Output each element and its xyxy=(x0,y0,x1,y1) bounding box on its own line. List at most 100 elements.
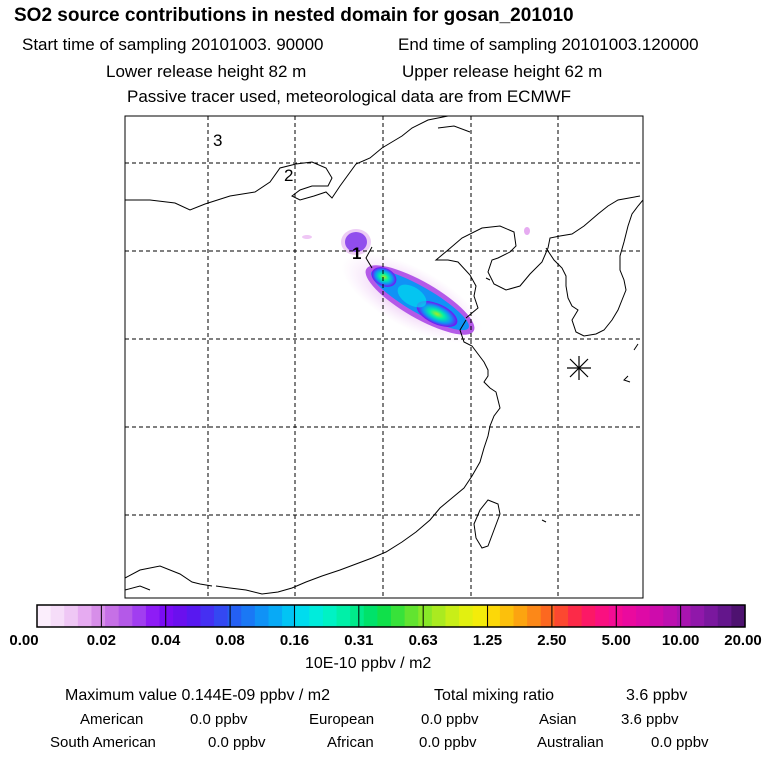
colorbar-cell xyxy=(186,605,201,627)
plume-bridge xyxy=(397,284,427,308)
colorbar-cell xyxy=(622,605,637,627)
colorbar-cell xyxy=(132,605,147,627)
colorbar-cell xyxy=(486,605,501,627)
colorbar-cell xyxy=(322,605,338,627)
plume-core-east xyxy=(416,301,458,327)
colorbar-cell xyxy=(704,605,719,627)
colorbar-tick-label: 0.04 xyxy=(151,632,181,649)
colorbar-tick-label: 0.16 xyxy=(279,632,310,649)
grid-lines xyxy=(125,116,643,598)
colorbar-cell xyxy=(636,605,651,627)
colorbar-cell xyxy=(568,605,583,627)
colorbar-cell xyxy=(404,605,419,627)
domain-label-1: 1 xyxy=(352,244,361,263)
australian-value: 0.0 ppbv xyxy=(651,734,709,751)
plume-core-west xyxy=(371,267,397,287)
colorbar-cell xyxy=(214,605,229,627)
total-mixing-ratio-value: 3.6 ppbv xyxy=(626,687,688,704)
maximum-value-label: Maximum value 0.144E-09 ppbv / m2 xyxy=(65,687,331,704)
colorbar-tick-label: 10.00 xyxy=(661,632,700,649)
colorbar-tick-label: 5.00 xyxy=(601,632,631,649)
european-value: 0.0 ppbv xyxy=(421,711,479,728)
receptor-star-icon xyxy=(567,356,591,380)
african-value: 0.0 ppbv xyxy=(419,734,477,751)
colorbar-frame xyxy=(36,604,746,628)
colorbar-cell xyxy=(159,605,174,627)
colorbar-cell xyxy=(241,605,256,627)
colorbar-cell xyxy=(418,605,433,627)
asian-value: 3.6 ppbv xyxy=(621,711,679,728)
plume-spot-west xyxy=(302,235,312,239)
tracer-info-label: Passive tracer used, meteorological data… xyxy=(127,87,572,106)
colorbar-tick-label: 0.02 xyxy=(86,632,116,649)
colorbar-tick-label: 0.31 xyxy=(344,632,374,649)
asian-label: Asian xyxy=(539,711,577,728)
colorbar-cell xyxy=(50,605,65,627)
colorbar-cell xyxy=(676,605,692,627)
colorbar-cell xyxy=(173,605,188,627)
colorbar-cell xyxy=(254,605,270,627)
plume-blob-north xyxy=(345,232,367,252)
colorbar-cell xyxy=(649,605,664,627)
colorbar-cell xyxy=(363,605,378,627)
colorbar-units: 10E-10 ppbv / m2 xyxy=(305,655,432,672)
australian-label: Australian xyxy=(537,734,604,751)
colorbar-tick-label: 0.63 xyxy=(408,632,438,649)
colorbar-cell xyxy=(690,605,705,627)
plume-spot-east xyxy=(524,227,530,235)
total-mixing-ratio-label: Total mixing ratio xyxy=(434,687,555,704)
american-value: 0.0 ppbv xyxy=(190,711,248,728)
upper-release-height-label: Upper release height 62 m xyxy=(402,62,603,81)
colorbar-cell xyxy=(513,605,528,627)
lower-release-height-label: Lower release height 82 m xyxy=(106,62,307,81)
south-american-label: South American xyxy=(50,734,156,751)
colorbar-cell xyxy=(336,605,351,627)
colorbar-cell xyxy=(377,605,392,627)
colorbar-cell xyxy=(581,605,596,627)
colorbar-cell xyxy=(445,605,460,627)
sampling-start-label: Start time of sampling 20101003. 90000 xyxy=(22,35,324,54)
colorbar-cell xyxy=(145,605,161,627)
colorbar-cell xyxy=(527,605,542,627)
domain-label-3: 3 xyxy=(213,131,222,150)
colorbar-cell xyxy=(37,605,52,627)
colorbar-cell xyxy=(731,605,746,627)
colorbar-cell xyxy=(595,605,610,627)
colorbar-cell xyxy=(105,605,120,627)
colorbar-cell xyxy=(459,605,474,627)
colorbar-tick-label: 2.50 xyxy=(537,632,567,649)
domain-label-2: 2 xyxy=(284,166,293,185)
south-american-value: 0.0 ppbv xyxy=(208,734,266,751)
american-label: American xyxy=(80,711,144,728)
colorbar-tick-label: 0.08 xyxy=(215,632,245,649)
colorbar-cell xyxy=(200,605,215,627)
colorbar-cell xyxy=(472,605,487,627)
colorbar-cell xyxy=(554,605,569,627)
map-frame xyxy=(124,115,644,599)
colorbar-cell xyxy=(295,605,310,627)
colorbar-cell xyxy=(499,605,515,627)
colorbar-cell xyxy=(309,605,324,627)
colorbar-cell xyxy=(282,605,297,627)
colorbar-cell xyxy=(717,605,732,627)
colorbar-cell xyxy=(663,605,678,627)
colorbar-cell xyxy=(91,605,106,627)
colorbar-tick-label: 20.00 xyxy=(724,632,762,649)
colorbar-cell xyxy=(391,605,406,627)
plume-layer xyxy=(302,227,530,344)
chart-title: SO2 source contributions in nested domai… xyxy=(14,5,574,26)
colorbar-tick-label: 1.25 xyxy=(472,632,503,649)
african-label: African xyxy=(327,734,374,751)
colorbar-cell xyxy=(540,605,555,627)
colorbar-cell xyxy=(64,605,79,627)
colorbar-cell xyxy=(350,605,365,627)
colorbar-cell xyxy=(431,605,447,627)
colorbar-tick-label: 0.00 xyxy=(9,632,39,649)
european-label: European xyxy=(309,711,375,728)
colorbar-cell xyxy=(118,605,133,627)
sampling-end-label: End time of sampling 20101003.120000 xyxy=(398,35,699,54)
plume-blob-north-halo xyxy=(341,229,371,255)
colorbar-cell xyxy=(227,605,242,627)
